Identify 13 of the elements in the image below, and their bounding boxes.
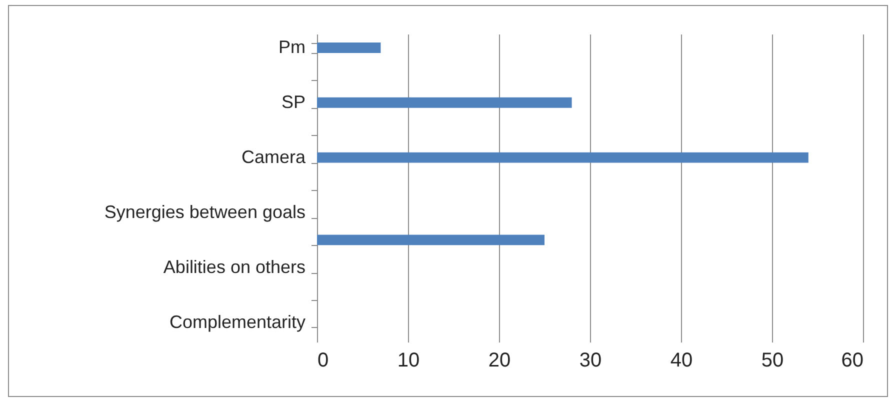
x-tick-label: 20 <box>488 350 511 372</box>
y-tick-label: SP <box>281 92 306 112</box>
x-tick-label: 10 <box>397 350 420 372</box>
x-tick-label: 0 <box>318 350 329 372</box>
x-tick-label: 60 <box>841 350 864 372</box>
x-tick-label: 40 <box>670 350 693 372</box>
x-tick-label: 30 <box>579 350 602 372</box>
y-tick-label: Pm <box>278 37 306 58</box>
y-tick-label: Camera <box>241 147 306 168</box>
y-tick-label: Synergies between goals <box>104 202 306 222</box>
y-tick-label: Complementarity <box>169 312 306 332</box>
y-tick-label: Abilities on others <box>163 256 306 277</box>
x-tick-label: 50 <box>761 350 784 372</box>
